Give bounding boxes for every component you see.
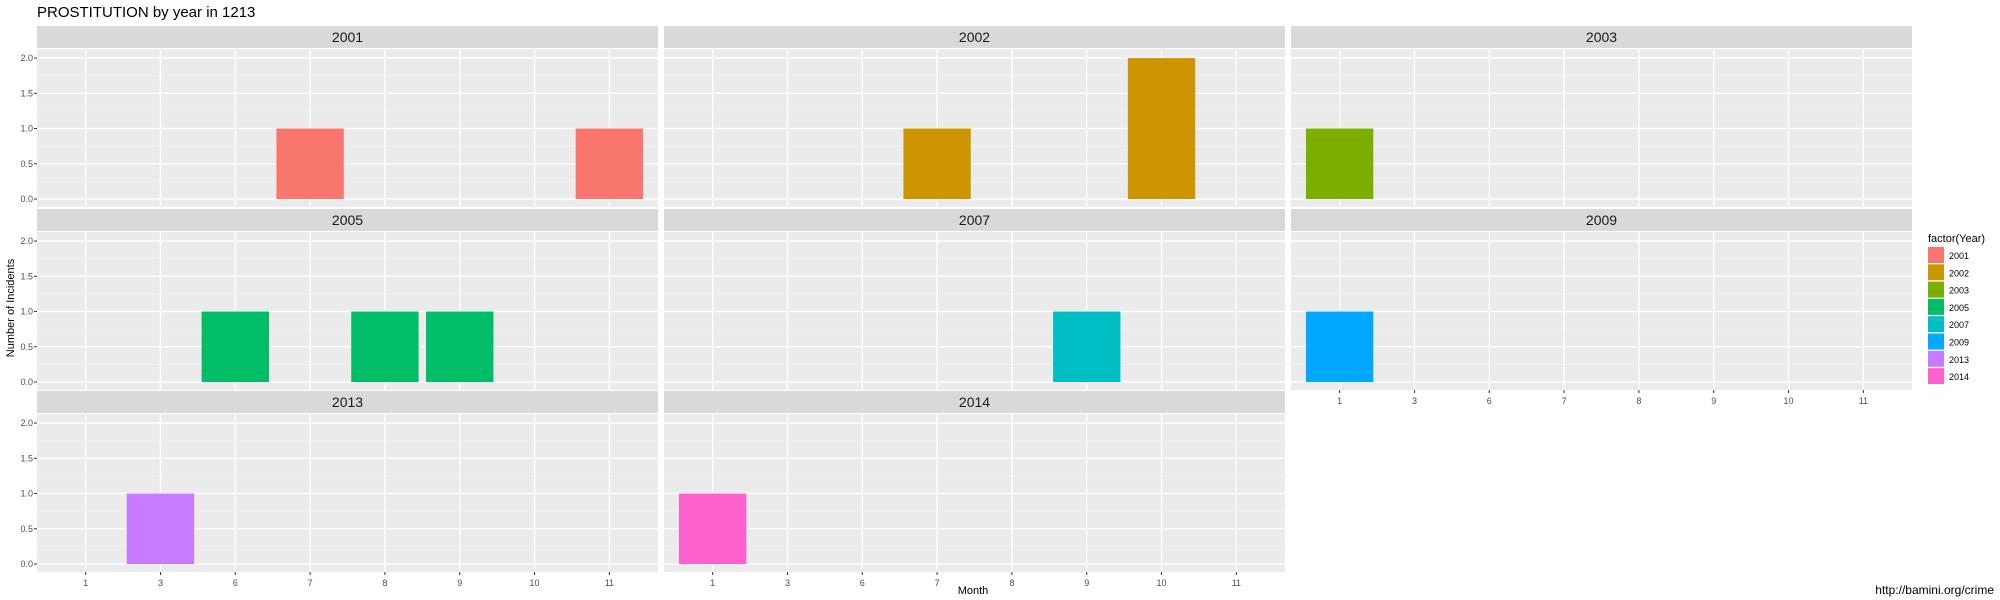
legend-swatch-2009: [1928, 333, 1944, 350]
legend-label: 2013: [1949, 355, 1969, 365]
x-tick-label: 6: [233, 578, 238, 588]
bar-2007-month-9: [1053, 311, 1121, 382]
x-tick-label: 7: [1562, 396, 1567, 406]
y-axis-title: Number of Incidents: [5, 258, 17, 357]
facet-strip: [1291, 209, 1912, 231]
bar-2005-month-6: [201, 311, 269, 382]
x-tick-label: 8: [1636, 396, 1641, 406]
y-tick-label: 0.5: [20, 524, 33, 534]
y-tick-label: 0.5: [20, 342, 33, 352]
facet-strip-label: 2001: [332, 29, 363, 45]
legend-title: factor(Year): [1928, 233, 1985, 245]
bar-2013-month-3: [126, 493, 195, 564]
facet-strip: [1291, 26, 1912, 48]
x-axis-title: Month: [958, 585, 989, 597]
facet-strip: [37, 391, 658, 413]
x-tick-label: 7: [308, 578, 313, 588]
y-tick-label: 1.0: [20, 124, 33, 134]
facet-panel-2003: 2003: [1291, 26, 1912, 207]
legend: 2001 2002 2003 2005 2007 2009 2013 2014: [1928, 247, 1969, 385]
x-tick-label: 3: [785, 578, 790, 588]
facet-panel-2013: 2013 0.0 0.5 1.0 1.5 2.0 1 3 6 7 8 9 10 11: [20, 391, 658, 588]
legend-label: 2001: [1949, 251, 1969, 261]
legend-label: 2005: [1949, 303, 1969, 313]
bar-2009-month-1: [1305, 311, 1374, 382]
legend-label: 2003: [1949, 286, 1969, 296]
legend-label: 2009: [1949, 338, 1969, 348]
x-tick-label: 1: [83, 578, 88, 588]
facet-strip: [664, 391, 1285, 413]
x-tick-label: 3: [158, 578, 163, 588]
x-tick-label: 8: [382, 578, 387, 588]
legend-label: 2014: [1949, 372, 1969, 382]
legend-swatch-2001: [1928, 247, 1944, 263]
x-tick-label: 9: [1711, 396, 1716, 406]
x-tick-label: 10: [1157, 578, 1167, 588]
facet-panel-2002: 2002: [664, 26, 1285, 207]
y-tick-label: 0.0: [20, 377, 33, 387]
x-tick-label: 9: [457, 578, 462, 588]
facet-strip: [664, 209, 1285, 231]
x-tick-label: 6: [1487, 396, 1492, 406]
facet-strip-label: 2013: [332, 394, 363, 410]
legend-swatch-2003: [1928, 281, 1944, 298]
y-tick-label: 1.5: [20, 271, 33, 281]
legend-label: 2007: [1949, 320, 1969, 330]
x-tick-label: 10: [530, 578, 540, 588]
facet-strip-label: 2005: [332, 212, 363, 228]
y-tick-label: 2.0: [20, 53, 33, 63]
facet-strip-label: 2009: [1586, 212, 1617, 228]
bar-2002-month-10: [1127, 58, 1196, 199]
legend-swatch-2007: [1928, 316, 1944, 333]
y-tick-label: 2.0: [20, 236, 33, 246]
y-tick-label: 0.0: [20, 559, 33, 569]
facet-strip-label: 2003: [1586, 29, 1617, 45]
facet-strip: [664, 26, 1285, 48]
y-tick-label: 0.0: [20, 194, 33, 204]
y-tick-label: 1.0: [20, 307, 33, 317]
bar-2014-month-1: [678, 493, 747, 564]
legend-swatch-2002: [1928, 264, 1944, 281]
facet-strip-label: 2002: [959, 29, 990, 45]
legend-swatch-2014: [1928, 368, 1944, 385]
x-tick-label: 10: [1784, 396, 1794, 406]
bar-2001-month-7: [276, 128, 344, 199]
x-tick-label: 11: [605, 578, 614, 588]
chart-title: PROSTITUTION by year in 1213: [37, 4, 255, 21]
x-tick-label: 8: [1009, 578, 1014, 588]
x-tick-label: 11: [1232, 578, 1241, 588]
legend-swatch-2005: [1928, 298, 1944, 315]
facet-strip: [37, 209, 658, 231]
x-tick-label: 6: [860, 578, 865, 588]
bar-2005-month-9: [426, 311, 494, 382]
facet-strip-label: 2007: [959, 212, 990, 228]
y-tick-label: 1.0: [20, 489, 33, 499]
x-tick-label: 7: [935, 578, 940, 588]
x-tick-label: 11: [1859, 396, 1868, 406]
facet-panel-2001: 2001 0.0 0.5 1.0 1.5 2.0: [20, 26, 658, 207]
x-tick-label: 3: [1412, 396, 1417, 406]
y-tick-label: 0.5: [20, 159, 33, 169]
caption: http://bamini.org/crime: [1875, 583, 1994, 597]
facet-panel-2009: 2009 1 3 6 7 8 9 10 11: [1291, 209, 1912, 406]
bar-2003-month-1: [1305, 128, 1374, 199]
facet-panel-2007: 2007: [664, 209, 1285, 390]
bar-2005-month-8: [351, 311, 419, 382]
bar-2001-month-11: [575, 128, 644, 199]
x-tick-label: 1: [710, 578, 715, 588]
bar-2002-month-7: [903, 128, 971, 199]
y-tick-label: 1.5: [20, 88, 33, 98]
legend-swatch-2013: [1928, 350, 1944, 367]
facet-strip-label: 2014: [959, 394, 990, 410]
facet-panel-2005: 2005 0.0 0.5 1.0 1.5 2.0: [20, 209, 658, 390]
x-tick-label: 1: [1337, 396, 1342, 406]
facet-strip: [37, 26, 658, 48]
x-tick-label: 9: [1084, 578, 1089, 588]
y-tick-label: 1.5: [20, 453, 33, 463]
legend-label: 2002: [1949, 268, 1969, 278]
facet-panels: 2001 0.0 0.5 1.0 1.5 2.0 2002 2003 2005 0.0 0.5 1.0…: [20, 26, 1912, 588]
facet-panel-2014: 2014 1 3 6 7 8 9 10 11: [664, 391, 1285, 588]
y-tick-label: 2.0: [20, 418, 33, 428]
